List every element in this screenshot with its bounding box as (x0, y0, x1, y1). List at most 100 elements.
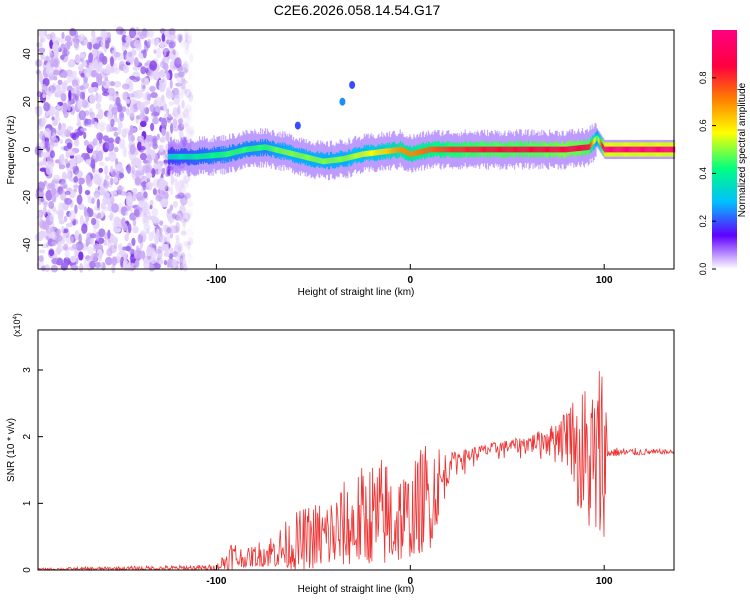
spectrogram-speckle (66, 39, 71, 50)
ridge-core (204, 153, 206, 159)
spectrogram-speckle (128, 51, 133, 58)
spectrogram-speckle (99, 125, 106, 132)
spectrogram-speckle (78, 203, 85, 211)
ridge-core (514, 146, 516, 153)
ridge-core (319, 157, 321, 164)
snr-panel: -100 0 100 0 1 2 3 Height of straight line (km… (6, 313, 675, 595)
spectrogram-speckle (170, 47, 176, 55)
spectrogram-speckle (180, 257, 186, 269)
ridge-core (234, 149, 237, 155)
spectrogram-speckle (160, 136, 166, 143)
spectrogram-speckle (187, 251, 192, 258)
spectrogram-speckle (129, 144, 136, 155)
spectrogram-speckle (78, 184, 83, 195)
spectrogram-speckle (185, 122, 189, 133)
spectrogram-speckle (65, 162, 71, 168)
ridge-core (225, 151, 227, 158)
ridge-core (583, 144, 586, 151)
spectrogram-speckle (73, 84, 78, 94)
ridge-core (168, 153, 171, 160)
ridge-core (483, 146, 485, 153)
ridge-core (501, 146, 503, 153)
spectrogram-speckle (67, 170, 71, 181)
ridge-core (408, 150, 410, 157)
ridge-core (217, 152, 219, 158)
spectrogram-speckle (179, 195, 188, 206)
ridge-core (175, 153, 177, 160)
ridge-core (541, 146, 543, 153)
ridge-core (530, 146, 532, 153)
spectrogram-speckle (43, 101, 50, 112)
spectrogram-speckle (57, 79, 63, 86)
ridge-core (515, 146, 518, 153)
ridge-core (547, 146, 550, 153)
spectrogram-speckle (89, 233, 97, 239)
ridge-core (417, 149, 419, 156)
ridge-core (570, 146, 572, 152)
ridge-core (258, 145, 260, 151)
spectrogram-speckle (180, 252, 186, 260)
ridge-core (310, 155, 312, 162)
spectrogram-speckle (152, 216, 160, 226)
spectrogram-speckle (188, 94, 194, 102)
spectrogram-speckle (44, 264, 50, 272)
spectrogram-speckle (187, 94, 194, 100)
spectrogram-speckle (145, 172, 153, 179)
ridge-core (342, 156, 344, 162)
ridge-core (340, 156, 342, 163)
spectrogram-speckle (186, 84, 194, 94)
spectrogram-speckle (54, 159, 61, 164)
spectrogram-speckle (41, 36, 47, 43)
spectrogram-speckle (127, 81, 134, 92)
ridge-core (542, 146, 544, 153)
spectrogram-speckle (110, 234, 115, 244)
spectrogram-speckle (179, 204, 186, 216)
ridge-core (214, 152, 216, 159)
ridge-core (302, 153, 304, 160)
ridge-core (587, 144, 589, 151)
ridge-core (566, 146, 568, 153)
ridge-core (557, 146, 559, 153)
spectrogram-speckle (129, 124, 134, 136)
ridge-core (356, 152, 358, 159)
ridge-core (455, 146, 458, 153)
spectrogram-speckle (79, 57, 85, 62)
ridge-core (493, 146, 495, 153)
ridge-core (518, 146, 521, 153)
spectrogram-speckle (51, 257, 59, 265)
ridge-core (447, 146, 449, 153)
ridge-core (502, 146, 504, 153)
spectrogram-speckle (40, 196, 45, 203)
spectrogram-speckle (139, 120, 147, 128)
spectrogram-speckle (187, 70, 193, 80)
spectrogram-speckle (58, 36, 67, 44)
spectrogram-speckle (52, 42, 58, 54)
ridge-core (515, 146, 517, 153)
spectrogram-speckle (84, 189, 91, 196)
spectrogram-speckle (60, 164, 66, 170)
ridge-core (497, 146, 499, 153)
ridge-core (606, 146, 608, 153)
spectrogram-speckle (183, 39, 189, 50)
ridge-core (219, 151, 221, 158)
spectrogram-speckle (41, 152, 50, 158)
spectrogram-speckle (182, 113, 190, 125)
ridge-core (637, 146, 639, 153)
spectrogram-speckle (110, 168, 119, 178)
spectrogram-speckle (188, 53, 194, 63)
ridge-core (170, 153, 173, 160)
spectrogram-speckle (117, 104, 123, 113)
ridge-core (619, 146, 621, 153)
ridge-core (324, 158, 327, 165)
spectrogram-speckle (158, 79, 162, 84)
ridge-core (349, 154, 351, 161)
spectrogram-speckle (81, 223, 88, 234)
spectrogram-speckle (101, 91, 110, 97)
ridge-core (457, 146, 459, 153)
ridge-core (391, 147, 394, 154)
spectrogram-speckle (132, 218, 137, 227)
spectrogram-speckle (97, 237, 105, 244)
ridge-core (228, 150, 231, 157)
spectrogram-speckle (37, 198, 42, 206)
spectrogram-speckle (145, 99, 151, 105)
